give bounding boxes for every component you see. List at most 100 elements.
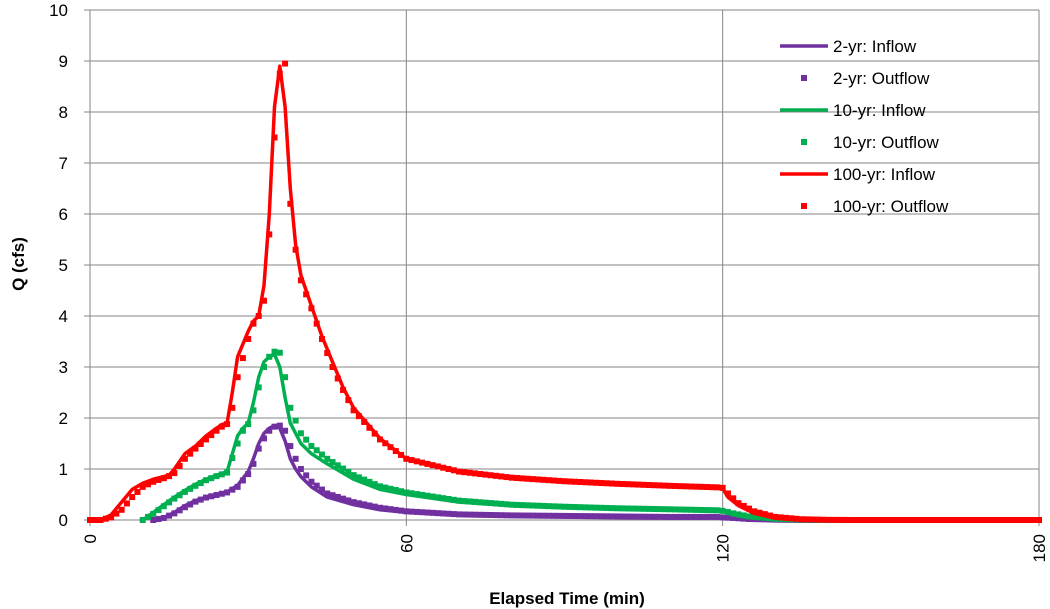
outflow-marker xyxy=(535,502,542,509)
outflow-marker xyxy=(988,517,995,523)
y-tick-label: 8 xyxy=(59,103,68,122)
outflow-marker xyxy=(361,476,368,483)
y-tick-label: 10 xyxy=(49,1,68,20)
outflow-marker xyxy=(661,513,668,520)
outflow-marker xyxy=(740,512,747,519)
outflow-marker xyxy=(688,506,695,513)
outflow-marker xyxy=(461,469,468,476)
outflow-marker xyxy=(260,364,267,370)
outflow-marker xyxy=(260,435,267,442)
outflow-marker xyxy=(92,517,99,523)
outflow-marker xyxy=(856,517,863,523)
outflow-marker xyxy=(218,471,225,478)
outflow-marker xyxy=(630,505,637,512)
outflow-marker xyxy=(935,517,942,523)
outflow-marker xyxy=(308,443,315,450)
legend: 2-yr: Inflow 2-yr: Outflow 10-yr: Inflow 10… xyxy=(780,37,949,216)
outflow-marker xyxy=(139,517,146,523)
outflow-marker xyxy=(313,482,320,489)
outflow-marker xyxy=(514,475,521,482)
outflow-marker xyxy=(245,335,252,342)
outflow-marker xyxy=(456,511,463,518)
outflow-marker xyxy=(371,503,378,510)
outflow-marker xyxy=(550,512,557,519)
outflow-marker xyxy=(392,448,399,455)
outflow-marker xyxy=(366,478,373,485)
outflow-marker xyxy=(656,506,663,513)
outflow-marker xyxy=(640,505,647,512)
outflow-marker xyxy=(440,495,447,502)
outflow-marker xyxy=(577,479,584,486)
outflow-marker xyxy=(329,364,336,370)
outflow-marker xyxy=(297,277,304,284)
outflow-marker xyxy=(434,510,441,517)
outflow-marker xyxy=(498,473,505,480)
outflow-marker xyxy=(635,505,642,512)
outflow-marker xyxy=(624,481,631,488)
outflow-marker xyxy=(208,432,215,439)
outflow-marker xyxy=(398,507,405,514)
outflow-marker xyxy=(150,510,157,517)
outflow-marker xyxy=(487,512,494,519)
outflow-marker xyxy=(150,478,157,485)
outflow-marker xyxy=(761,514,768,521)
outflow-marker xyxy=(413,491,420,498)
outflow-marker xyxy=(577,504,584,511)
outflow-marker xyxy=(456,468,463,475)
outflow-marker xyxy=(798,516,805,523)
outflow-marker xyxy=(303,472,310,479)
outflow-marker xyxy=(171,470,178,477)
outflow-marker xyxy=(213,427,220,434)
outflow-marker xyxy=(714,513,721,520)
outflow-marker xyxy=(603,513,610,520)
outflow-marker xyxy=(224,489,231,496)
outflow-marker xyxy=(287,200,294,207)
outflow-marker xyxy=(587,513,594,520)
outflow-marker xyxy=(297,430,304,437)
legend-item: 100-yr: Outflow xyxy=(801,197,949,216)
outflow-marker xyxy=(202,436,209,443)
outflow-marker xyxy=(366,424,373,431)
x-tick-label: 0 xyxy=(81,534,100,543)
outflow-marker xyxy=(545,477,552,484)
outflow-marker xyxy=(355,413,362,420)
outflow-marker xyxy=(477,499,484,506)
outflow-marker xyxy=(693,513,700,520)
outflow-marker xyxy=(160,503,167,510)
outflow-marker xyxy=(276,422,283,429)
outflow-marker xyxy=(508,501,515,508)
outflow-marker xyxy=(825,516,832,523)
outflow-marker xyxy=(477,511,484,518)
outflow-marker xyxy=(197,441,204,448)
outflow-marker xyxy=(324,490,331,497)
outflow-marker xyxy=(582,479,589,486)
legend-marker-swatch xyxy=(801,203,807,209)
outflow-marker xyxy=(419,509,426,516)
outflow-marker xyxy=(371,481,378,488)
outflow-marker xyxy=(1030,517,1037,523)
outflow-marker xyxy=(703,484,710,491)
outflow-marker xyxy=(508,474,515,481)
outflow-marker xyxy=(614,505,621,512)
outflow-marker xyxy=(229,486,236,493)
outflow-marker xyxy=(893,517,900,523)
outflow-marker xyxy=(408,490,415,497)
outflow-marker xyxy=(519,475,526,482)
outflow-marker xyxy=(730,510,737,517)
outflow-marker xyxy=(197,480,204,487)
outflow-marker xyxy=(661,506,668,513)
outflow-marker xyxy=(682,506,689,513)
outflow-marker xyxy=(1014,517,1021,523)
outflow-marker xyxy=(635,513,642,520)
outflow-marker xyxy=(181,504,188,511)
outflow-marker xyxy=(582,504,589,511)
outflow-marker xyxy=(297,466,304,472)
outflow-marker xyxy=(983,517,990,523)
outflow-marker xyxy=(424,460,431,467)
outflow-marker xyxy=(376,504,383,511)
outflow-marker xyxy=(956,517,963,523)
outflow-marker xyxy=(429,509,436,516)
outflow-marker xyxy=(751,513,758,520)
outflow-marker xyxy=(413,458,420,465)
